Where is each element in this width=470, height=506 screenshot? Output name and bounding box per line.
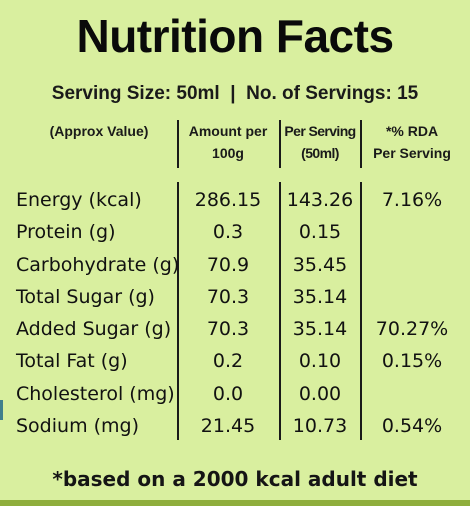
table-row: Carbohydrate (g) 70.9 35.45: [0, 249, 470, 281]
row-per-100g: 0.3: [212, 221, 244, 243]
table-row: Protein (g) 0.3 0.15: [0, 216, 470, 248]
header-approx-value-text: (Approx Value): [49, 123, 149, 139]
row-per-serving: 10.73: [292, 415, 348, 437]
header-per-serving-line2: (50ml): [301, 145, 339, 161]
serving-info: Serving Size: 50ml | No. of Servings: 15: [51, 83, 419, 104]
row-per-serving: 35.45: [292, 254, 348, 276]
row-rda: 7.16%: [381, 189, 443, 211]
edge-accent: [0, 400, 3, 420]
row-per-100g: 70.3: [206, 286, 250, 308]
column-divider-1-body: [177, 182, 179, 440]
header-rda-line1: *% RDA: [385, 123, 439, 139]
row-label: Cholesterol (mg): [16, 383, 175, 405]
row-per-serving: 0.15: [298, 221, 342, 243]
bottom-edge: [0, 500, 470, 506]
row-label: Total Fat (g): [16, 350, 128, 372]
title: Nutrition Facts: [76, 10, 394, 62]
column-divider-3: [360, 120, 362, 168]
header-rda: *% RDA Per Serving: [362, 120, 462, 164]
header-amount-line1: Amount per: [188, 123, 268, 139]
header-approx-value: (Approx Value): [24, 120, 174, 142]
footnote: *based on a 2000 kcal adult diet: [52, 467, 418, 491]
column-divider-1: [177, 120, 179, 168]
row-label: Total Sugar (g): [16, 286, 155, 308]
row-per-serving: 143.26: [286, 189, 354, 211]
row-per-100g: 0.0: [212, 383, 244, 405]
row-rda: 0.54%: [381, 415, 443, 437]
column-divider-2-body: [279, 182, 281, 440]
row-per-100g: 286.15: [194, 189, 262, 211]
row-per-serving: 35.14: [292, 318, 348, 340]
row-per-100g: 70.3: [206, 318, 250, 340]
header-amount-line2: 100g: [212, 145, 244, 161]
table-row: Added Sugar (g) 70.3 35.14 70.27%: [0, 313, 470, 345]
row-label: Added Sugar (g): [16, 318, 172, 340]
row-per-serving: 0.00: [298, 383, 342, 405]
header-amount-per-100g: Amount per 100g: [178, 120, 278, 164]
header-per-serving-line1: Per Serving: [284, 123, 356, 139]
row-rda: 70.27%: [375, 318, 449, 340]
row-label: Carbohydrate (g): [16, 254, 180, 276]
row-per-serving: 0.10: [298, 350, 342, 372]
row-per-100g: 70.9: [206, 254, 250, 276]
row-label: Energy (kcal): [16, 189, 142, 211]
table-row: Cholesterol (mg) 0.0 0.00: [0, 378, 470, 410]
table-row: Total Fat (g) 0.2 0.10 0.15%: [0, 345, 470, 377]
header-rda-line2: Per Serving: [373, 145, 451, 161]
row-per-100g: 0.2: [212, 350, 244, 372]
row-per-serving: 35.14: [292, 286, 348, 308]
table-row: Total Sugar (g) 70.3 35.14: [0, 281, 470, 313]
table-row: Sodium (mg) 21.45 10.73 0.54%: [0, 410, 470, 442]
row-rda: 0.15%: [381, 350, 443, 372]
table-row: Energy (kcal) 286.15 143.26 7.16%: [0, 184, 470, 216]
row-per-100g: 21.45: [200, 415, 256, 437]
column-divider-3-body: [360, 182, 362, 440]
row-label: Protein (g): [16, 221, 116, 243]
column-divider-2: [279, 120, 281, 168]
header-per-serving: Per Serving (50ml): [280, 120, 360, 164]
row-label: Sodium (mg): [16, 415, 140, 437]
